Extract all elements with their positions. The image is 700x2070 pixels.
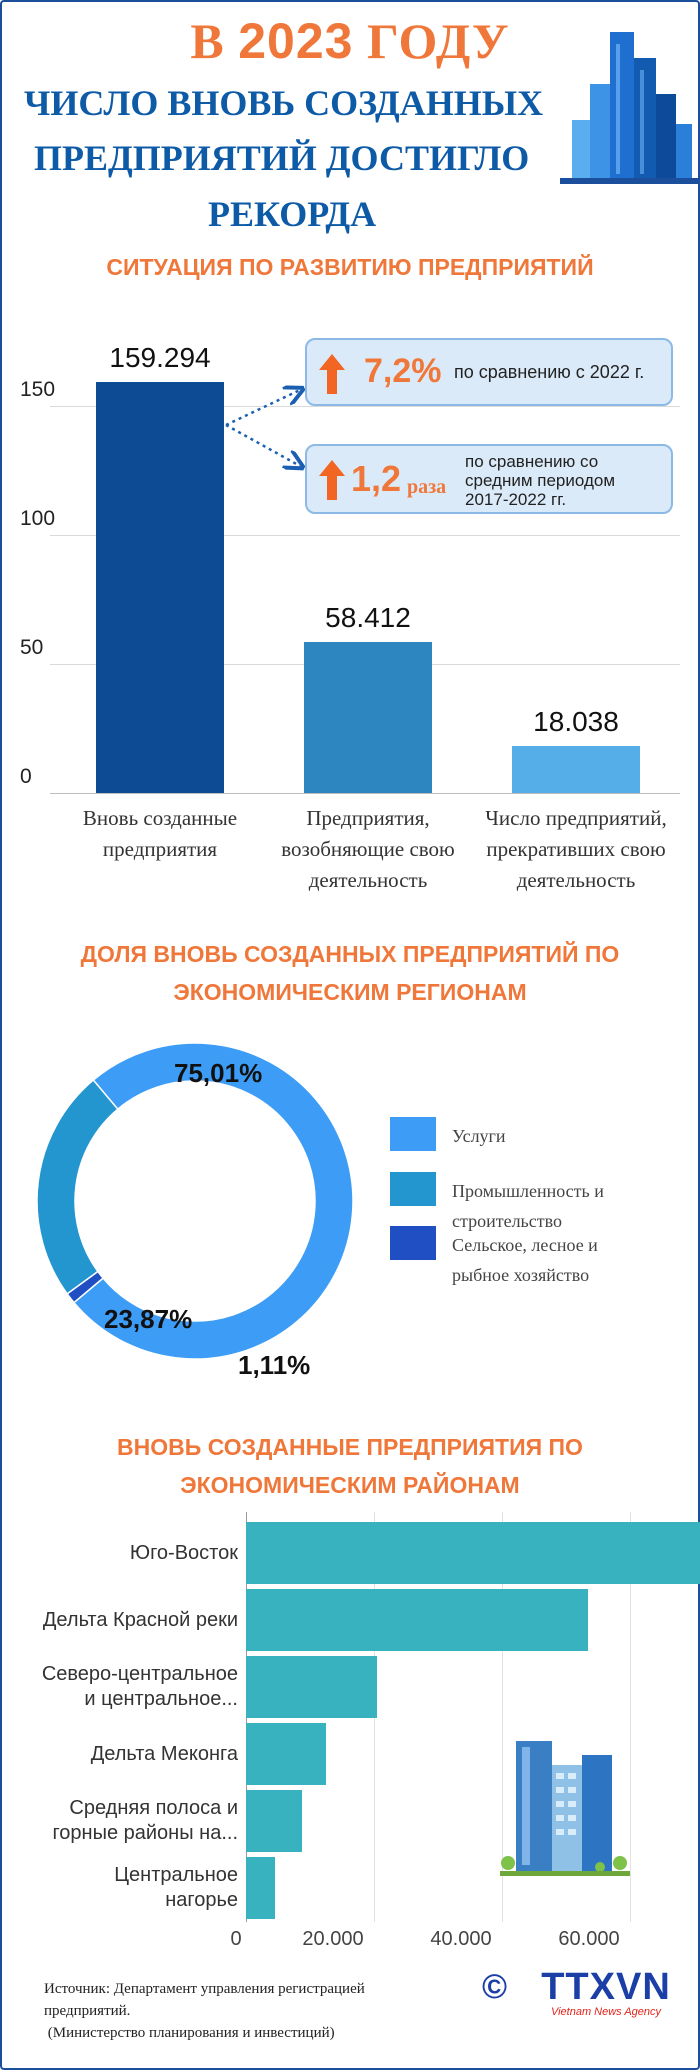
- section3-title: ВНОВЬ СОЗДАННЫЕ ПРЕДПРИЯТИЯ ПО ЭКОНОМИЧЕС…: [117, 1434, 583, 1498]
- callout-value: 1,2: [351, 458, 402, 499]
- bar-closed-enterprises: [512, 746, 640, 793]
- header-line2: ЧИСЛО ВНОВЬ СОЗДАННЫХ: [24, 83, 544, 123]
- hbar-category-label: Юго-Восток: [129, 1542, 238, 1564]
- gridline: [50, 793, 680, 794]
- y-tick: 100: [20, 507, 56, 530]
- callout-text: по сравнению со средним периодом 2017-2022…: [465, 452, 616, 509]
- gridline: [50, 406, 680, 407]
- donut-chart: [36, 1042, 354, 1360]
- y-tick: 0: [20, 765, 32, 788]
- category-label: Число предприятий, прекративших свою деяте…: [485, 806, 667, 892]
- gridline: [502, 1512, 503, 1922]
- y-tick: 150: [20, 378, 56, 401]
- hbar-southeast: [246, 1522, 700, 1584]
- y-tick: 50: [20, 636, 44, 659]
- source-note: Источник: Департамент управления регистр…: [44, 1981, 365, 2041]
- x-tick: 20.000: [302, 1928, 364, 1950]
- callout-growth-2022: 7,2% по сравнению с 2022 г.: [305, 338, 673, 406]
- header-line4: РЕКОРДА: [208, 194, 377, 234]
- bar-value-label: 58.412: [325, 602, 411, 634]
- header-line1: В 2023 ГОДУ: [190, 13, 510, 69]
- legend-label: Сельское, лесное и рыбное хозяйство: [452, 1235, 598, 1285]
- section1-title: СИТУАЦИЯ ПО РАЗВИТИЮ ПРЕДПРИЯТИЙ: [106, 254, 594, 280]
- callout-unit: раза: [407, 476, 447, 498]
- hbar-mekong-delta: [246, 1723, 326, 1785]
- legend-label: Услуги: [452, 1126, 506, 1146]
- hbar-category-label: Центральное нагорье: [114, 1864, 238, 1911]
- hbar-category-label: Дельта Меконга: [90, 1743, 238, 1765]
- hbar-central-highlands: [246, 1857, 276, 1919]
- x-tick: 60.000: [558, 1928, 620, 1950]
- gridline: [50, 535, 680, 536]
- category-label: Предприятия, возобняющие свою деятельность: [281, 806, 455, 892]
- donut-label-industry: 23,87%: [104, 1304, 193, 1334]
- copyright-icon: ©: [482, 1968, 508, 2006]
- up-arrow-icon: [319, 460, 345, 500]
- donut-label-agriculture: 1,11%: [238, 1350, 311, 1380]
- office-buildings-icon: [500, 1741, 630, 1876]
- x-tick: 0: [230, 1928, 242, 1950]
- donut-slice-2: [66, 1270, 105, 1304]
- hbar-category-label: Дельта Красной реки: [42, 1609, 238, 1631]
- callout-value: 7,2%: [364, 352, 442, 390]
- hbar-category-label: Средняя полоса и горные районы на...: [52, 1797, 238, 1844]
- donut-slice-1: [36, 1079, 119, 1295]
- up-arrow-icon: [319, 354, 345, 394]
- callout-text: по сравнению с 2022 г.: [454, 362, 645, 382]
- x-tick: 40.000: [430, 1928, 492, 1950]
- callout-arrows: [225, 0, 700, 600]
- hbar-north-central: [246, 1656, 378, 1718]
- skyscraper-icon: [560, 32, 700, 184]
- donut-label-services: 75,01%: [174, 1058, 263, 1088]
- legend-swatch: [390, 1226, 436, 1260]
- gridline: [630, 1512, 631, 1922]
- section2-title: ДОЛЯ ВНОВЬ СОЗДАННЫХ ПРЕДПРИЯТИЙ ПО ЭКОНО…: [80, 941, 620, 1005]
- legend-swatch: [390, 1117, 436, 1151]
- hbar-category-label: Северо-центральное и центральное...: [41, 1663, 238, 1710]
- bar-value-label: 18.038: [533, 706, 619, 738]
- header-year: 2023: [238, 13, 354, 69]
- bar-new-enterprises: [96, 382, 224, 793]
- category-label: Вновь созданные предприятия: [82, 806, 238, 861]
- bar-value-label: 159.294: [109, 342, 211, 374]
- header-line3: ПРЕДПРИЯТИЙ ДОСТИГЛО: [34, 138, 530, 178]
- bar-resumed-enterprises: [304, 642, 432, 793]
- hbar-midlands-mountains: [246, 1790, 302, 1852]
- legend-label: Промышленность и строительство: [452, 1181, 604, 1231]
- legend-swatch: [390, 1172, 436, 1206]
- donut-slice-0: [72, 1042, 354, 1360]
- ttxvn-logo: TTXVN Vietnam News Agency: [541, 1966, 671, 2018]
- hbar-red-river-delta: [246, 1589, 589, 1651]
- callout-growth-average: 1,2 раза по сравнению со средним периодом…: [305, 444, 673, 514]
